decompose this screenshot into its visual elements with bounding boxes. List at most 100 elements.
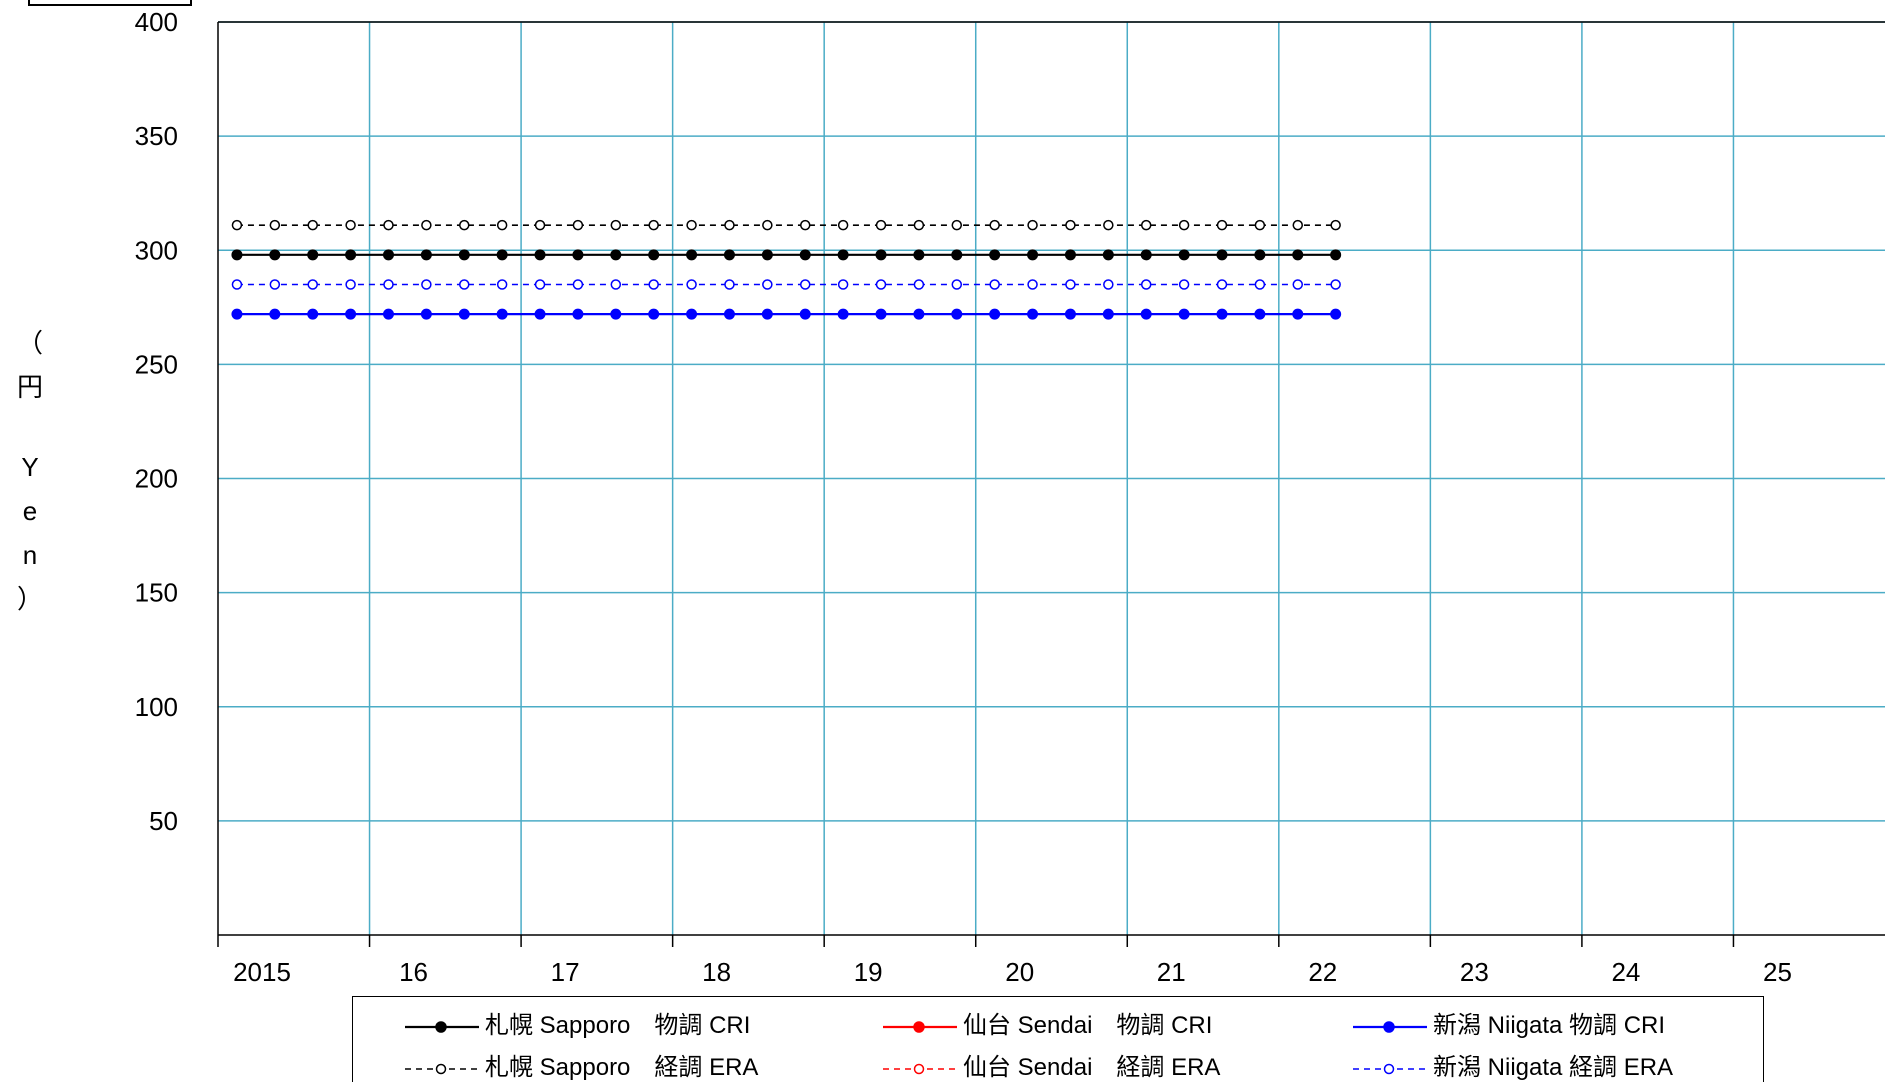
y-axis-label-char: n [22, 540, 38, 570]
y-tick-label: 300 [135, 235, 178, 265]
legend-item-niigata-cri: 新潟 Niigata 物調 CRI [1351, 1005, 1665, 1040]
data-point [1065, 279, 1076, 290]
data-point [1064, 308, 1076, 320]
data-point [1292, 308, 1304, 320]
data-point [875, 308, 887, 320]
x-tick-label: 17 [551, 957, 580, 987]
corner-box [28, 0, 192, 6]
legend-swatch [405, 1020, 479, 1033]
x-tick-label: 25 [1763, 957, 1792, 987]
y-axis-label-char: 円 [16, 372, 43, 402]
data-point [1064, 249, 1076, 261]
data-point [1254, 219, 1266, 231]
x-tick-label: 24 [1611, 957, 1640, 987]
legend-swatch-marker [435, 1020, 447, 1033]
data-point [1216, 308, 1228, 320]
legend-label: 仙台 Sendai 物調 CRI [963, 1012, 1213, 1039]
data-point [837, 219, 849, 231]
data-point [421, 219, 432, 231]
data-point [1254, 308, 1266, 320]
data-point [913, 308, 925, 320]
x-tick-label: 2015 [233, 957, 291, 987]
data-point [648, 308, 660, 320]
data-point [231, 308, 243, 320]
data-point [572, 308, 584, 320]
legend-label: 新潟 Niigata 経調 ERA [1433, 1054, 1674, 1081]
legend-swatch [883, 1020, 957, 1033]
data-point [269, 219, 281, 231]
data-point [1027, 308, 1039, 320]
data-point [1292, 279, 1304, 290]
data-point [459, 279, 470, 290]
data-point [648, 279, 659, 290]
data-point [345, 219, 356, 231]
data-point [459, 219, 470, 231]
data-point [572, 219, 584, 231]
data-point [1330, 219, 1341, 231]
y-tick-label: 250 [135, 349, 178, 379]
data-point [761, 308, 773, 320]
data-point [686, 219, 697, 231]
data-point [420, 249, 432, 261]
y-tick-label: 200 [135, 464, 178, 494]
data-point [382, 249, 394, 261]
x-tick-label: 19 [854, 957, 883, 987]
data-point [1292, 219, 1304, 231]
data-point [1178, 279, 1190, 290]
data-point [686, 279, 697, 290]
data-point [989, 219, 1000, 231]
legend-item-sendai-era: 仙台 Sendai 経調 ERA [881, 1047, 1220, 1082]
legend-item-sapporo-cri: 札幌 Sapporo 物調 CRI [403, 1005, 750, 1040]
data-point [269, 308, 281, 320]
data-point [269, 249, 281, 261]
legend-item-sapporo-era: 札幌 Sapporo 経調 ERA [403, 1047, 758, 1082]
data-point [799, 219, 811, 231]
legend-swatch-marker [913, 1063, 925, 1074]
x-tick-label: 20 [1005, 957, 1034, 987]
data-point [610, 249, 622, 261]
data-point [534, 249, 546, 261]
data-point [1216, 219, 1228, 231]
data-point [837, 308, 849, 320]
data-point [1027, 219, 1038, 231]
data-point [420, 308, 432, 320]
data-point [307, 219, 318, 231]
data-point [572, 249, 584, 261]
legend-swatch [405, 1063, 479, 1074]
y-axis-label-char: ） [16, 584, 43, 614]
data-point [762, 219, 773, 231]
data-point [989, 249, 1001, 261]
data-point [913, 279, 925, 290]
data-point [1065, 219, 1076, 231]
data-point [1254, 249, 1266, 261]
line-chart: 400 350 300 250 200 150 100 50 2015 16 17 18 19 20 21 2… [135, 7, 1885, 987]
data-point [799, 279, 811, 290]
data-point [951, 279, 963, 290]
data-point [1292, 249, 1304, 261]
data-point [1178, 249, 1190, 261]
data-point [875, 249, 887, 261]
data-point [1178, 308, 1190, 320]
x-tick-label: 23 [1460, 957, 1489, 987]
data-point [1103, 219, 1114, 231]
x-tick-label: 21 [1157, 957, 1186, 987]
legend-label: 札幌 Sapporo 物調 CRI [485, 1012, 751, 1039]
data-point [913, 249, 925, 261]
data-point [989, 279, 1000, 290]
data-point [458, 249, 470, 261]
data-point [534, 279, 546, 290]
data-point [1102, 249, 1114, 261]
data-point [345, 279, 356, 290]
data-point [724, 279, 735, 290]
data-point [1027, 279, 1038, 290]
data-point [1140, 279, 1152, 290]
data-point [837, 249, 849, 261]
legend-swatch-marker [913, 1020, 925, 1033]
data-point [1140, 308, 1152, 320]
legend-label: 札幌 Sapporo 経調 ERA [485, 1054, 759, 1081]
data-point [345, 249, 357, 261]
legend: 札幌 Sapporo 物調 CRI 仙台 Sendai 物調 CRI 新潟 Ni… [352, 996, 1764, 1082]
data-point [686, 249, 698, 261]
legend-swatch [883, 1063, 957, 1074]
data-point [421, 279, 432, 290]
